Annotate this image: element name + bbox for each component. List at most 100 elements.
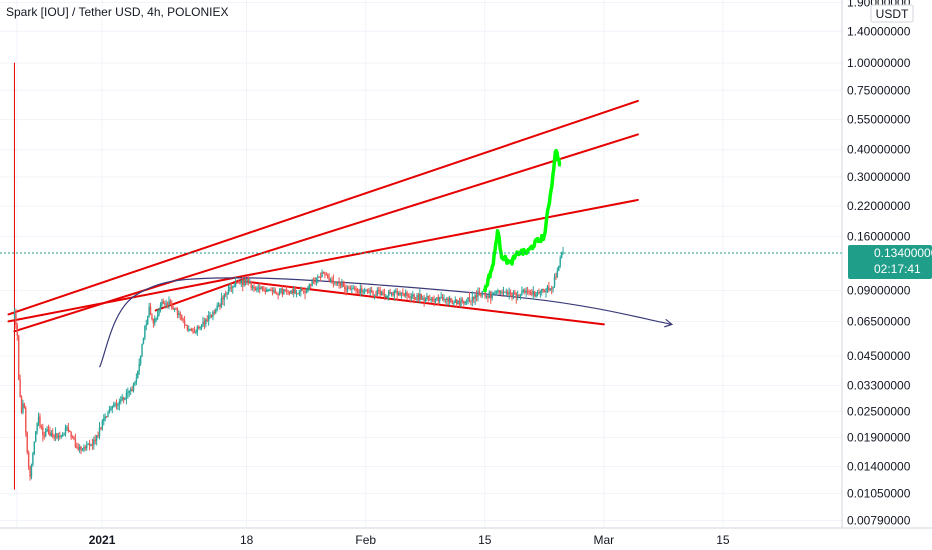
candle-body bbox=[236, 282, 238, 284]
candle-body bbox=[375, 294, 377, 296]
candle-body bbox=[25, 407, 27, 433]
candle-body bbox=[115, 403, 118, 406]
candle-body bbox=[173, 308, 176, 310]
candle-body bbox=[27, 452, 30, 467]
candle-body bbox=[447, 298, 449, 302]
candle-body bbox=[492, 292, 495, 295]
candle-body bbox=[453, 302, 455, 304]
x-axis-ticks: 2021 18 Feb 15 Mar 15 bbox=[89, 533, 730, 547]
y-tick-label: 0.02500000 bbox=[847, 405, 911, 419]
candle-body bbox=[57, 436, 60, 438]
candle-body bbox=[203, 321, 206, 325]
candle-body bbox=[165, 303, 167, 305]
candle-body bbox=[383, 294, 386, 298]
candle-body bbox=[120, 399, 122, 402]
candle-body bbox=[431, 298, 434, 301]
candle-body bbox=[134, 382, 136, 384]
countdown-label: 02:17:41 bbox=[874, 262, 921, 276]
candle-body bbox=[376, 289, 379, 296]
candle-body bbox=[114, 403, 116, 405]
candle-body bbox=[30, 464, 33, 477]
candle-body bbox=[427, 295, 430, 300]
candle-body bbox=[538, 292, 540, 294]
candle-body bbox=[525, 291, 527, 293]
candle-body bbox=[315, 277, 318, 283]
candle-body bbox=[305, 291, 308, 293]
candle-body bbox=[148, 306, 150, 317]
candle-body bbox=[71, 437, 74, 439]
candle-body bbox=[46, 429, 48, 432]
candle-body bbox=[37, 416, 40, 424]
candle-body bbox=[363, 290, 366, 292]
candle-body bbox=[539, 291, 542, 294]
candle-body bbox=[327, 274, 329, 279]
candle-body bbox=[50, 433, 53, 436]
candle-body bbox=[444, 298, 447, 301]
y-tick-label: 1.40000000 bbox=[847, 24, 911, 38]
candle-body bbox=[80, 446, 82, 450]
candle-body bbox=[185, 324, 187, 326]
candle-body bbox=[121, 397, 123, 400]
candle-body bbox=[552, 286, 554, 289]
candle-body bbox=[139, 355, 142, 364]
candle-body bbox=[83, 447, 85, 450]
candle-body bbox=[395, 291, 397, 293]
candle-body bbox=[353, 288, 356, 290]
candle-body bbox=[267, 289, 269, 291]
currency-unit-box[interactable]: USDT bbox=[870, 4, 914, 23]
candle-body bbox=[402, 292, 404, 294]
candle-body bbox=[93, 439, 95, 446]
candle-body bbox=[67, 427, 70, 432]
x-tick-label: 2021 bbox=[89, 533, 116, 547]
candle-body bbox=[335, 281, 337, 284]
candle-body bbox=[117, 403, 119, 406]
candle-body bbox=[250, 281, 252, 288]
candle-body bbox=[274, 290, 276, 294]
candle-body bbox=[156, 314, 159, 319]
candle-body bbox=[32, 453, 34, 465]
candle-body bbox=[341, 283, 343, 286]
candle-body bbox=[477, 291, 479, 298]
candle-body bbox=[339, 283, 342, 286]
candle-body bbox=[251, 286, 254, 288]
candle-body bbox=[112, 404, 115, 407]
candle-body bbox=[514, 292, 516, 294]
candle-body bbox=[294, 288, 296, 294]
x-tick-label: 15 bbox=[478, 533, 492, 547]
candle-body bbox=[158, 309, 160, 315]
candle-body bbox=[331, 279, 333, 281]
candle-body bbox=[300, 288, 302, 292]
candle-body bbox=[536, 292, 539, 295]
candle-body bbox=[202, 321, 204, 327]
candle-body bbox=[189, 328, 191, 330]
candles bbox=[13, 247, 564, 481]
candle-body bbox=[164, 303, 166, 305]
candle-body bbox=[437, 297, 439, 302]
candle-body bbox=[372, 291, 374, 295]
candle-body bbox=[358, 291, 360, 294]
candle-body bbox=[409, 296, 411, 299]
candle-body bbox=[213, 311, 216, 313]
candle-body bbox=[413, 294, 415, 299]
candle-body bbox=[499, 292, 502, 294]
candle-body bbox=[39, 416, 41, 426]
candle-body bbox=[278, 290, 281, 295]
lower-trendline bbox=[13, 133, 639, 333]
candle-body bbox=[526, 291, 529, 293]
candle-body bbox=[49, 431, 51, 436]
candle-body bbox=[227, 288, 230, 294]
candle-body bbox=[54, 433, 57, 438]
candle-body bbox=[310, 284, 312, 286]
candle-body bbox=[84, 447, 87, 449]
candle-body bbox=[154, 318, 156, 324]
candle-body bbox=[346, 287, 349, 291]
candle-body bbox=[345, 289, 347, 291]
candle-body bbox=[100, 427, 102, 429]
candle-body bbox=[457, 301, 459, 305]
candle-body bbox=[387, 291, 390, 297]
falling-support-line bbox=[237, 279, 605, 326]
candle-body bbox=[512, 292, 515, 297]
candle-body bbox=[281, 288, 284, 295]
candle-body bbox=[186, 325, 189, 330]
